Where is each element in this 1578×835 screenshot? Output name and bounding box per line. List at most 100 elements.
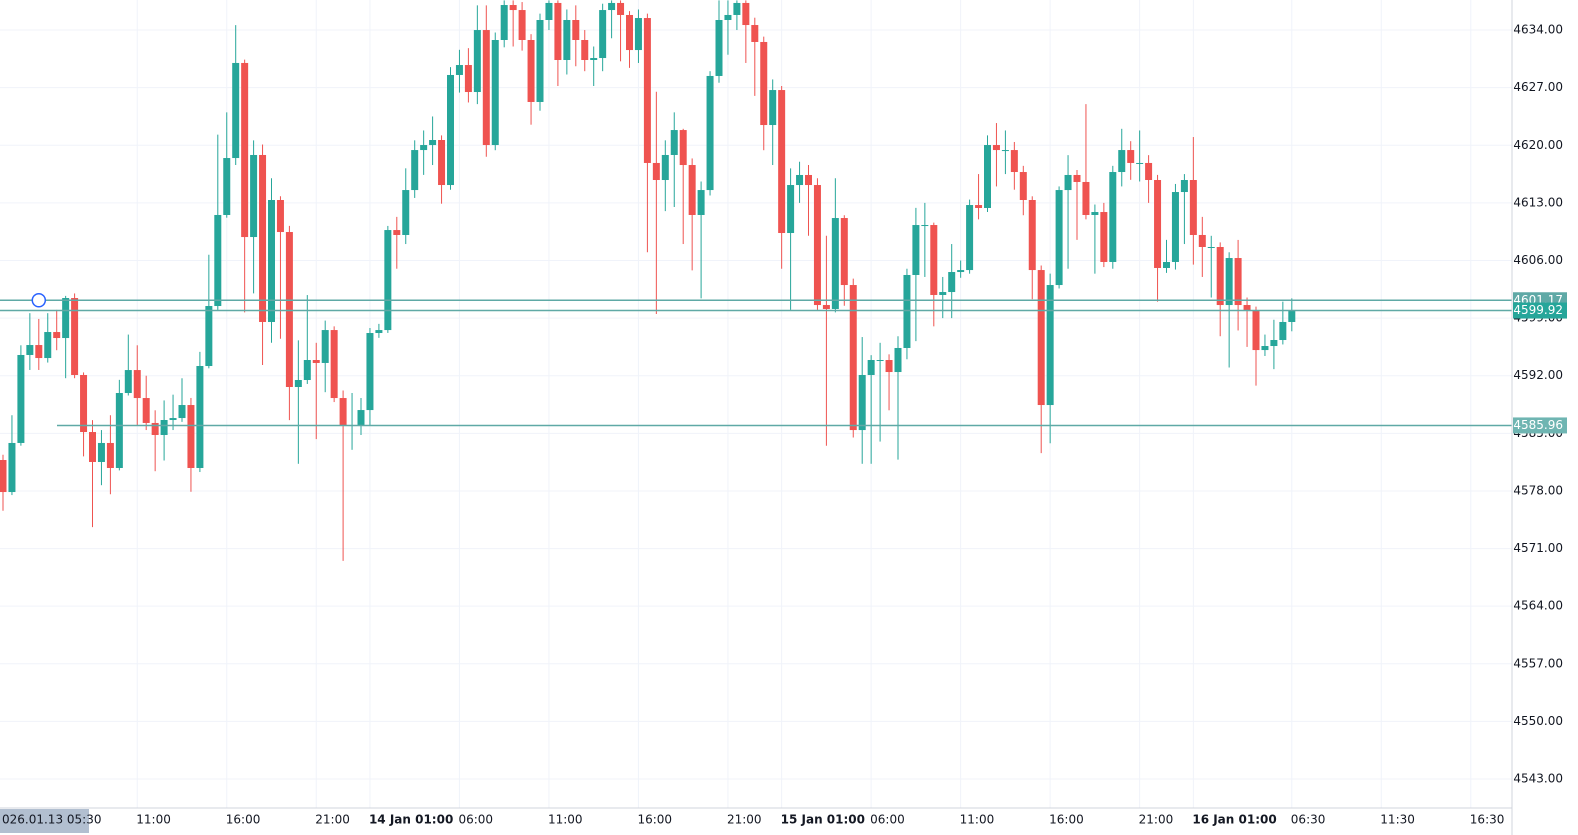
candle-body: [0, 460, 7, 493]
candle-body: [438, 140, 446, 186]
candle-body: [858, 374, 866, 431]
candle-body: [429, 140, 437, 146]
candle-body: [8, 442, 16, 493]
candle-body: [402, 190, 410, 235]
candle-body: [178, 405, 186, 419]
candle-body: [294, 380, 302, 388]
candle-body: [572, 20, 580, 41]
x-tick-label: 16:00: [226, 813, 261, 827]
candle-body: [276, 200, 284, 233]
candle-body: [115, 393, 123, 468]
candle-body: [241, 62, 249, 238]
candle-body: [733, 2, 741, 15]
candle-body: [975, 205, 983, 208]
candle-body: [796, 174, 804, 186]
candle-body: [384, 230, 392, 331]
y-tick-label: 4613.00: [1513, 195, 1563, 209]
candle-body: [563, 20, 571, 61]
candle-body: [1127, 150, 1135, 163]
candle-body: [545, 2, 553, 21]
candle-body: [581, 40, 589, 61]
candle-body: [1037, 270, 1045, 406]
price-line-label-bg: [1513, 417, 1567, 434]
candle-body: [268, 200, 275, 322]
candle-body: [420, 145, 428, 151]
candle-body: [187, 405, 195, 468]
candle-body: [1019, 172, 1027, 201]
x-tick-label: 16:30: [1470, 813, 1505, 827]
candle-body: [393, 230, 401, 235]
candle-body: [1082, 181, 1090, 215]
candle-body: [1252, 310, 1260, 351]
candle-body: [1225, 258, 1233, 306]
candle-body: [1001, 150, 1009, 152]
candle-body: [608, 2, 616, 11]
candle-body: [1064, 174, 1072, 191]
x-tick-label: 14 Jan 01:00: [369, 813, 453, 827]
drawing-anchor: [31, 293, 47, 308]
candle-body: [339, 398, 347, 426]
candle-body: [124, 370, 132, 394]
y-tick-label: 4557.00: [1513, 656, 1563, 670]
candle-body: [62, 298, 70, 339]
candle-body: [885, 360, 893, 373]
candle-body: [133, 370, 141, 399]
candle-body: [1279, 321, 1287, 341]
candle-body: [787, 185, 795, 234]
candle-body: [1028, 200, 1036, 271]
candle-body: [626, 14, 633, 51]
y-tick-label: 4571.00: [1513, 541, 1563, 555]
candle-body: [1270, 340, 1278, 347]
candle-body: [250, 154, 258, 238]
candle-body: [366, 333, 374, 411]
candle-body: [903, 274, 911, 348]
candle-body: [617, 2, 625, 15]
x-tick-label: 16 Jan 01:00: [1192, 813, 1276, 827]
candle-body: [330, 330, 338, 399]
candle-body: [17, 354, 25, 443]
candle-body: [455, 65, 463, 75]
candle-body: [957, 270, 965, 273]
candle-body: [214, 214, 222, 307]
candle-body: [724, 14, 732, 21]
candle-body: [1163, 261, 1170, 268]
candle-body: [1171, 192, 1179, 262]
candle-body: [97, 442, 105, 462]
candle-body: [921, 225, 929, 227]
y-tick-label: 4620.00: [1513, 138, 1563, 152]
candle-body: [769, 90, 777, 126]
candle-body: [357, 410, 365, 426]
candle-body: [196, 366, 204, 468]
candle-body: [634, 18, 642, 51]
candle-body: [813, 185, 821, 306]
x-tick-label: 21:00: [727, 813, 762, 827]
candle-body: [778, 90, 786, 234]
candle-body: [527, 40, 535, 102]
candle-body: [1288, 310, 1296, 322]
candle-body: [1216, 247, 1224, 306]
candle-body: [473, 30, 481, 93]
candle-body: [1243, 305, 1251, 311]
candle-body: [500, 5, 508, 41]
candle-body: [1109, 172, 1117, 262]
x-tick-label: 06:30: [1291, 813, 1326, 827]
candle-body: [482, 30, 490, 146]
candle-body: [151, 422, 159, 435]
candle-body: [1198, 234, 1206, 248]
candle-body: [1234, 258, 1242, 306]
candle-body: [35, 345, 43, 359]
candle-body: [80, 374, 88, 433]
price-line-label-bg: [1513, 302, 1567, 319]
candle-body: [590, 58, 598, 61]
candle-body: [670, 130, 678, 155]
candle-body: [1136, 162, 1144, 164]
y-tick-label: 4550.00: [1513, 714, 1563, 728]
candle-body: [321, 330, 329, 363]
candle-body: [89, 432, 96, 462]
candle-body: [1180, 180, 1188, 193]
candle-body: [491, 40, 499, 146]
candle-body: [169, 418, 177, 421]
candle-body: [1100, 212, 1108, 262]
candle-body: [44, 332, 52, 359]
